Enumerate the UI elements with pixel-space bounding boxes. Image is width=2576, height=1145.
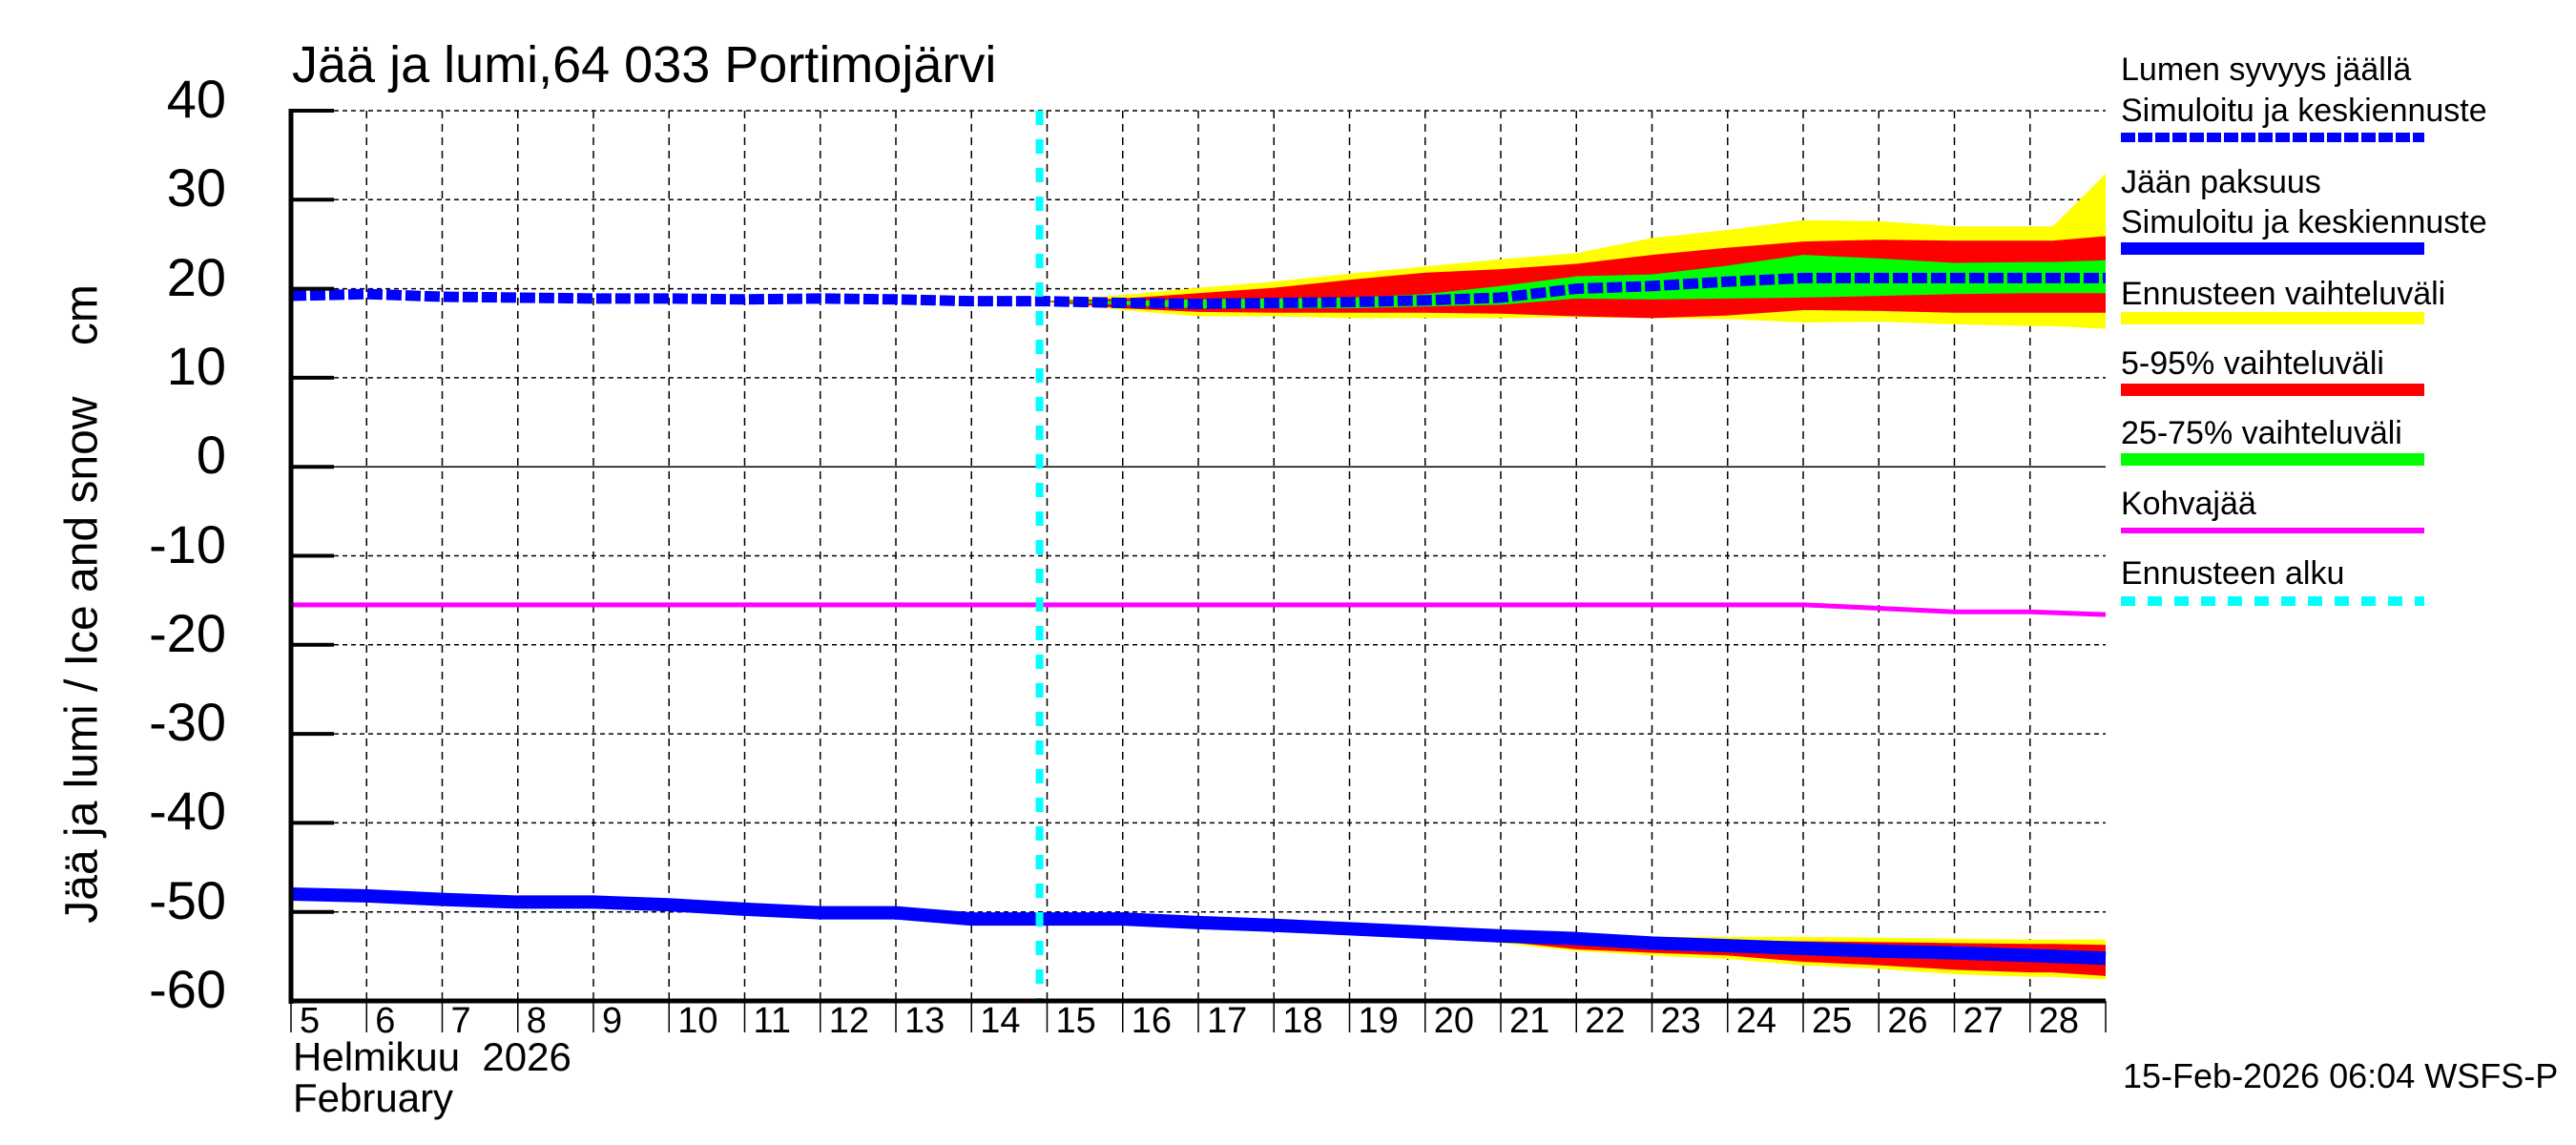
legend-slush: Kohvajää — [2121, 486, 2256, 522]
legend-range-5-95: 5-95% vaihteluväli — [2121, 345, 2384, 382]
x-tick-label: 12 — [828, 1001, 870, 1041]
x-tick-label: 18 — [1282, 1001, 1323, 1041]
legend-snow-sub: Simuloitu ja keskiennuste — [2121, 93, 2487, 129]
x-tick-label: 14 — [980, 1001, 1021, 1041]
legend-range-25-75: 25-75% vaihteluväli — [2121, 415, 2402, 451]
legend-ice-title: Jään paksuus — [2121, 164, 2321, 200]
y-tick-label: 20 — [166, 246, 226, 307]
y-tick-label: -30 — [149, 692, 226, 753]
legend-range-25-75-swatch — [2121, 453, 2424, 466]
plot-axes — [288, 109, 2107, 1032]
x-tick-label: 26 — [1887, 1001, 1928, 1041]
x-tick-label: 9 — [602, 1001, 623, 1041]
x-tick-label: 22 — [1585, 1001, 1626, 1041]
y-tick-label: -40 — [149, 781, 226, 842]
grid-lines — [291, 110, 2106, 1002]
legend-snow-swatch — [2121, 133, 2424, 142]
x-tick-label: 28 — [2038, 1001, 2080, 1041]
x-tick-label: 6 — [375, 1001, 396, 1041]
forecast-bands — [1039, 174, 2106, 980]
y-tick-label: -20 — [149, 602, 226, 663]
x-tick-label: 17 — [1207, 1001, 1248, 1041]
legend-slush-swatch — [2121, 528, 2424, 533]
x-tick-label: 13 — [904, 1001, 945, 1041]
y-tick-label: 40 — [166, 69, 226, 129]
y-tick-label: -10 — [149, 513, 226, 574]
x-tick-label: 10 — [677, 1001, 718, 1041]
timestamp: 15-Feb-2026 06:04 WSFS-P — [2123, 1056, 2559, 1095]
x-axis-month-en: February — [293, 1075, 454, 1120]
legend-range-5-95-swatch — [2121, 384, 2424, 396]
legend-ice-sub: Simuloitu ja keskiennuste — [2121, 204, 2487, 240]
legend-range-full-swatch — [2121, 312, 2424, 324]
x-tick-label: 24 — [1735, 1001, 1777, 1041]
legend-ice-swatch — [2121, 242, 2424, 255]
legend-snow-title: Lumen syvyys jäällä — [2121, 52, 2412, 88]
x-tick-label: 20 — [1433, 1001, 1475, 1041]
x-tick-label: 27 — [1963, 1001, 2004, 1041]
y-tick-label: 30 — [166, 157, 226, 219]
x-tick-label: 5 — [300, 1001, 321, 1041]
data-lines — [290, 111, 2107, 1001]
x-axis-month-fi: Helmikuu 2026 — [293, 1034, 571, 1079]
y-tick-label: 0 — [196, 425, 226, 486]
legend-forecast-start: Ennusteen alku — [2121, 555, 2345, 592]
x-tick-label: 21 — [1509, 1001, 1550, 1041]
x-tick-label: 19 — [1358, 1001, 1399, 1041]
x-tick-label: 16 — [1131, 1001, 1173, 1041]
y-tick-label: -50 — [149, 869, 226, 930]
x-tick-label: 15 — [1055, 1001, 1096, 1041]
x-tick-label: 25 — [1812, 1001, 1853, 1041]
x-tick-label: 7 — [450, 1001, 471, 1041]
y-tick-label: 10 — [166, 335, 226, 396]
x-tick-label: 23 — [1660, 1001, 1701, 1041]
x-tick-label: 11 — [753, 1001, 791, 1041]
chart-title: Jää ja lumi,64 033 Portimojärvi — [292, 36, 997, 94]
y-tick-label: -60 — [149, 959, 226, 1019]
x-tick-label: 8 — [526, 1001, 547, 1041]
legend-range-full: Ennusteen vaihteluväli — [2121, 276, 2446, 312]
legend-forecast-start-swatch — [2121, 596, 2424, 606]
